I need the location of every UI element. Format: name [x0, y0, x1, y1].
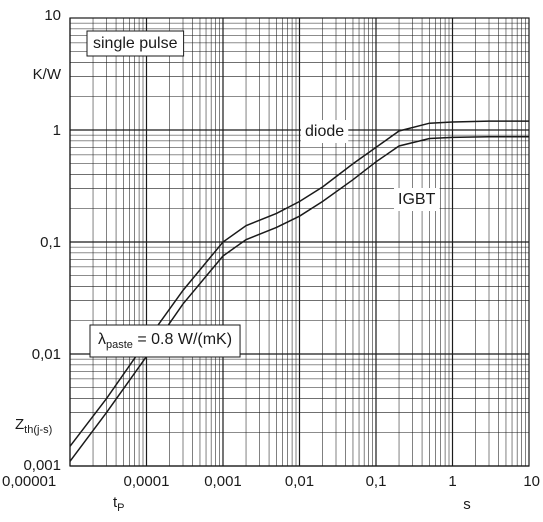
y-tick-label: 0,01 — [32, 346, 61, 363]
series-line-diode — [69, 120, 529, 447]
lambda-sub: paste — [106, 339, 133, 351]
igbt-label-bg — [394, 188, 440, 211]
lambda-paste-annotation: λpaste = 0.8 W/(mK) — [89, 324, 241, 358]
y-tick-label: 0,1 — [40, 234, 61, 251]
x-tick-label: 0,001 — [204, 473, 242, 490]
lambda-symbol: λ — [98, 331, 106, 348]
single-pulse-text: single pulse — [93, 35, 178, 52]
x-symbol-sub: P — [117, 502, 124, 514]
y-axis-symbol: Zth(j-s) — [15, 416, 52, 436]
x-tick-label: 0,00001 — [2, 473, 56, 490]
diode-label-bg — [301, 120, 349, 143]
y-unit-label: K/W — [33, 66, 62, 83]
x-axis-symbol: tP — [113, 494, 125, 514]
y-tick-label: 10 — [44, 7, 61, 24]
tick-labels: 0,00001 0,0001 0,001 0,01 0,1 1 10 0,001 0,01 0,1… — [2, 7, 540, 490]
x-tick-label: 1 — [448, 473, 456, 490]
plot-frame — [69, 17, 530, 467]
lambda-value: = 0.8 W/(mK) — [133, 331, 232, 348]
y-symbol-main: Z — [15, 416, 24, 433]
single-pulse-box — [86, 30, 185, 57]
x-tick-label: 10 — [523, 473, 540, 490]
x-unit-label: s — [463, 496, 471, 513]
diode-label: diode — [305, 123, 344, 140]
major-grid — [69, 18, 529, 467]
x-tick-label: 0,1 — [366, 473, 387, 490]
x-tick-label: 0,0001 — [124, 473, 170, 490]
y-tick-label: 1 — [53, 122, 61, 139]
series-label-igbt: IGBT — [394, 188, 440, 211]
y-tick-label: 0,001 — [23, 457, 61, 474]
igbt-label: IGBT — [398, 191, 436, 208]
y-symbol-sub: th(j-s) — [24, 424, 52, 436]
series-label-diode: diode — [301, 120, 349, 143]
x-tick-label: 0,01 — [285, 473, 314, 490]
lambda-paste-text: λpaste = 0.8 W/(mK) — [98, 331, 232, 351]
x-symbol-main: t — [113, 494, 118, 511]
lambda-paste-box — [89, 324, 241, 358]
single-pulse-annotation: single pulse — [86, 30, 185, 57]
